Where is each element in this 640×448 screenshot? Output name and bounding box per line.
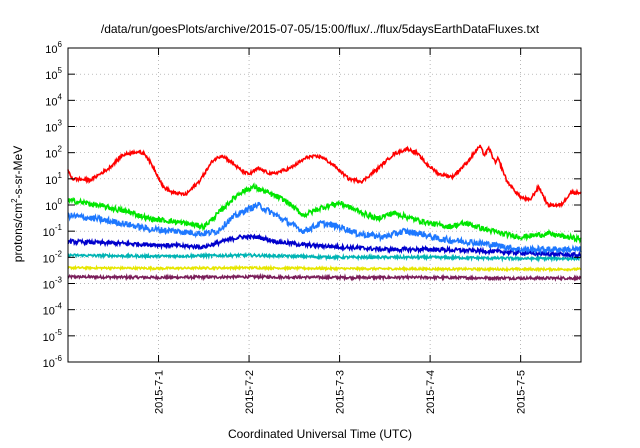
x-tick-label: 2015-7-5: [516, 370, 528, 414]
y-tick-label: 105: [45, 66, 62, 82]
y-axis-label: protons/cm2-s-sr-MeV: [10, 146, 25, 262]
x-axis: 2015-7-1 2015-7-2 2015-7-3 2015-7-4 2015-7-5: [154, 48, 528, 414]
y-tick-label: 10-6: [43, 354, 63, 370]
y-tick-label: 100: [45, 197, 62, 213]
series-line-4: [67, 233, 582, 260]
y-axis: 10-6 10-5 10-4 10-3 10-2 10-1 100 101 102 103 104 1…: [43, 40, 581, 370]
x-tick-label: 2015-7-4: [425, 370, 437, 414]
y-tick-label: 10-2: [43, 249, 63, 265]
y-tick-label: 10-5: [43, 328, 63, 344]
y-tick-label: 101: [45, 171, 62, 187]
series-line-1: [67, 144, 582, 209]
y-tick-label: 10-1: [43, 223, 63, 239]
x-axis-label: Coordinated Universal Time (UTC): [228, 427, 412, 441]
chart-title: /data/run/goesPlots/archive/2015-07-05/1…: [101, 22, 540, 36]
y-tick-label: 10-3: [43, 276, 63, 292]
series-line-7: [67, 272, 582, 282]
series-line-2: [67, 182, 582, 244]
x-tick-label: 2015-7-3: [335, 370, 347, 414]
series-line-3: [67, 201, 582, 256]
series-group: [67, 144, 582, 282]
y-tick-label: 103: [45, 119, 62, 135]
series-line-5: [67, 251, 582, 263]
y-tick-label: 10-4: [43, 302, 63, 318]
y-tick-label: 106: [45, 40, 62, 56]
grid: [68, 47, 581, 363]
series-line-6: [67, 264, 582, 273]
y-tick-label: 102: [45, 145, 62, 161]
y-tick-label: 104: [45, 92, 62, 108]
x-tick-label: 2015-7-2: [244, 370, 256, 414]
x-tick-label: 2015-7-1: [154, 370, 166, 414]
